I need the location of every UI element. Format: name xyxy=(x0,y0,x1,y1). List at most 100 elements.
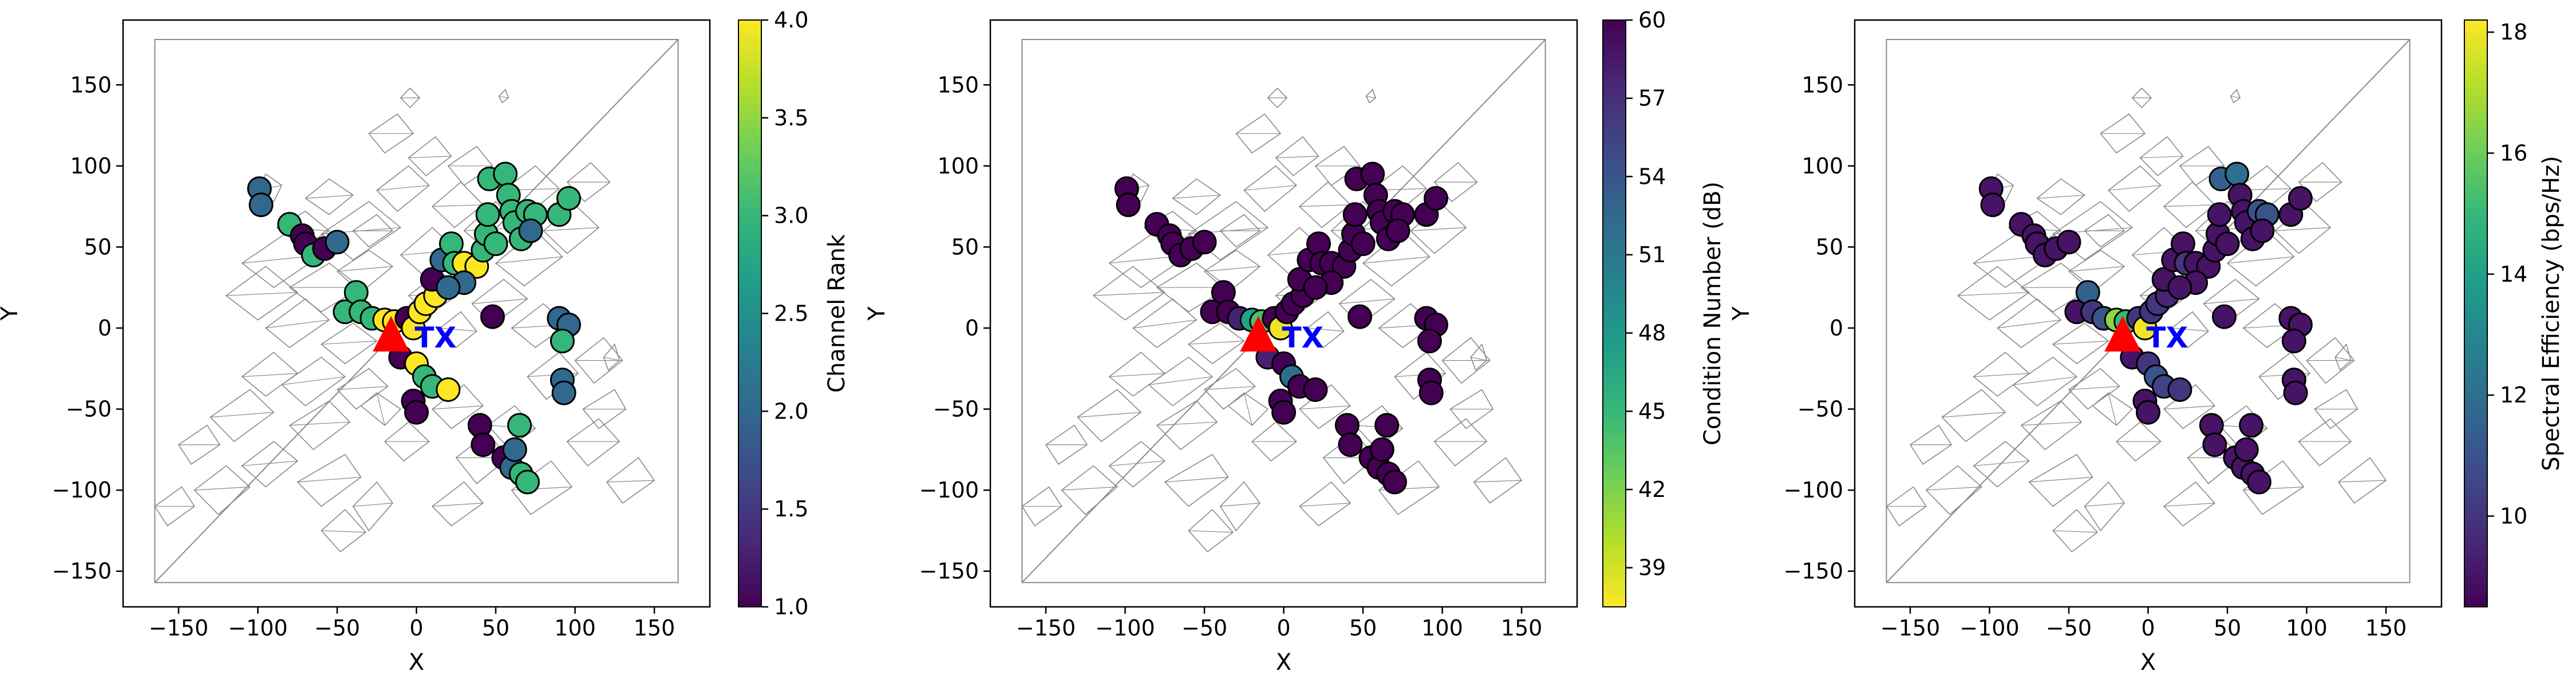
x-tick-label: −100 xyxy=(1959,615,2019,641)
colorbar-tick-label: 51 xyxy=(1638,242,1666,267)
building-mesh-line xyxy=(2275,227,2331,231)
y-tick-label: −150 xyxy=(52,559,112,584)
building-mesh-line xyxy=(226,292,298,296)
tx-label: TX xyxy=(1282,321,1323,354)
data-point xyxy=(1423,185,1448,211)
data-point xyxy=(248,192,274,218)
building-mesh-line xyxy=(1109,460,1165,467)
data-point xyxy=(2207,202,2232,227)
data-point xyxy=(2202,432,2227,457)
building-mesh-line xyxy=(1307,327,1344,332)
building-mesh-line xyxy=(499,96,509,98)
x-tick-label: −150 xyxy=(1016,615,1076,641)
scatter-series xyxy=(247,161,581,495)
data-point xyxy=(2246,469,2271,495)
building-mesh-line xyxy=(281,376,345,385)
data-point xyxy=(2167,377,2192,402)
data-point xyxy=(2215,231,2240,256)
building-outline xyxy=(265,298,330,348)
data-point xyxy=(471,432,496,457)
colorbar xyxy=(738,19,762,607)
data-point xyxy=(1419,380,1444,405)
building-mesh-line xyxy=(1973,373,2029,377)
building-mesh-line xyxy=(2108,393,2117,426)
building-mesh-line xyxy=(432,503,483,507)
y-tick-label: 150 xyxy=(937,72,979,97)
y-axis-label: Y xyxy=(864,306,890,321)
building-outline xyxy=(1941,389,2006,443)
building-mesh-line xyxy=(495,256,563,264)
colorbar-tick-label: 48 xyxy=(1638,321,1666,346)
data-point xyxy=(1342,202,1368,227)
colorbar-tick-label: 12 xyxy=(2500,382,2527,408)
building-mesh-line xyxy=(603,357,620,361)
building-outline xyxy=(1433,418,1488,467)
tx-label: TX xyxy=(2146,321,2188,354)
building-mesh-line xyxy=(1366,96,1376,98)
scatter-series xyxy=(1114,161,1448,495)
building-mesh-line xyxy=(337,386,388,390)
building-mesh-line xyxy=(2053,530,2097,533)
building-mesh-line xyxy=(2068,266,2124,272)
colorbar-tick-label: 14 xyxy=(2500,262,2527,287)
x-tick-label: −150 xyxy=(149,615,208,641)
data-point xyxy=(436,377,461,402)
data-point xyxy=(2239,413,2264,438)
building-outline xyxy=(2108,165,2162,212)
building-outline xyxy=(210,389,275,443)
building-mesh-line xyxy=(2172,327,2208,332)
building-mesh-line xyxy=(1411,227,1467,231)
building-mesh-line xyxy=(2203,298,2259,305)
colorbar xyxy=(2464,19,2488,607)
building-mesh-line xyxy=(1942,412,2006,418)
building-mesh-line xyxy=(1109,373,1165,377)
building-mesh-line xyxy=(1077,412,1141,418)
building-mesh-line xyxy=(2164,204,2215,207)
y-tick-label: 100 xyxy=(70,153,112,179)
building-outline xyxy=(1243,165,1297,212)
data-point xyxy=(436,275,461,300)
x-axis-label: X xyxy=(1276,649,1291,676)
colorbar-tick-label: 3.5 xyxy=(774,105,808,131)
data-point xyxy=(404,400,429,425)
building-outline xyxy=(1219,481,1261,532)
y-tick-label: 100 xyxy=(1801,153,1843,179)
building-mesh-line xyxy=(2338,480,2387,483)
colorbar-tick-label: 39 xyxy=(1638,555,1666,581)
building-mesh-line xyxy=(1156,421,1218,426)
building-mesh-line xyxy=(1299,503,1350,507)
x-tick-label: −100 xyxy=(228,615,287,641)
building-mesh-line xyxy=(1471,357,1487,361)
colorbar-tick-label: 45 xyxy=(1638,398,1666,424)
data-point xyxy=(475,202,500,227)
building-mesh-line xyxy=(2108,185,2161,191)
building-mesh-line xyxy=(377,185,429,191)
panel-2: TX −150 −100 −50 0 50 100 150 −150 −100 −50 0 50 100 1… xyxy=(864,7,1726,676)
building-mesh-line xyxy=(1188,530,1233,533)
building-outline xyxy=(2020,400,2083,451)
x-tick-label: −100 xyxy=(1095,615,1155,641)
x-tick-label: −50 xyxy=(314,615,360,641)
y-tick-label: −150 xyxy=(1784,559,1843,584)
data-point xyxy=(1303,377,1328,402)
building-mesh-line xyxy=(321,530,366,533)
y-tick-label: 0 xyxy=(1830,315,1843,341)
building-mesh-line xyxy=(194,486,250,491)
data-point xyxy=(1385,218,1411,243)
building-outline xyxy=(1925,465,1982,515)
x-tick-label: 150 xyxy=(634,615,675,641)
building-mesh-line xyxy=(2068,386,2120,390)
x-tick-label: 0 xyxy=(2141,615,2155,641)
building-mesh-line xyxy=(1220,503,1260,507)
building-mesh-line xyxy=(1133,319,1197,329)
building-outline xyxy=(1061,465,1118,515)
x-tick-label: 50 xyxy=(1349,615,1377,641)
data-point xyxy=(1374,413,1400,438)
data-point xyxy=(480,304,505,329)
building-mesh-line xyxy=(606,480,655,483)
data-point xyxy=(2056,230,2081,255)
building-outline xyxy=(2084,481,2125,532)
building-mesh-line xyxy=(337,266,393,272)
data-point xyxy=(2250,218,2275,243)
